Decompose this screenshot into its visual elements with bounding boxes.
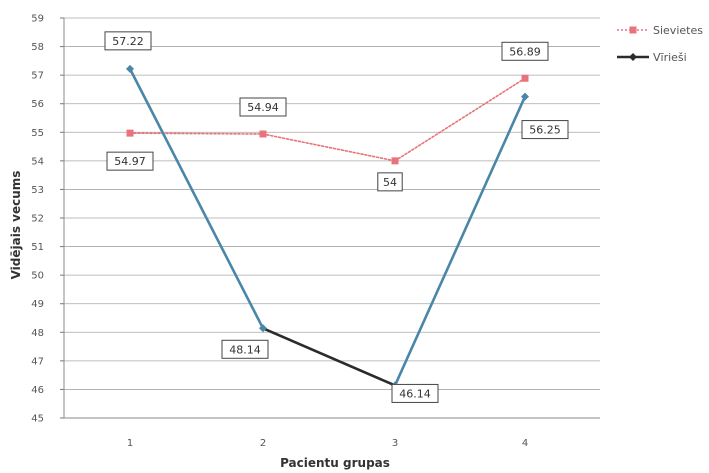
data-point [259, 130, 267, 138]
data-point [521, 74, 529, 82]
data-label-viriesi: 57.22 [104, 31, 152, 51]
data-label: 56.89 [509, 45, 541, 58]
data-labels: 54.97 54.94 54 56.89 57.22 48.14 46.14 56.25 [104, 31, 569, 403]
y-tick-label: 55 [31, 128, 44, 139]
axes: 45 46 47 48 49 50 51 52 53 54 55 56 57 58 59 1 2 3 4 [31, 14, 600, 449]
legend-marker [629, 53, 637, 61]
y-tick-label: 51 [31, 242, 44, 253]
legend-marker [629, 26, 637, 34]
legend-label: Sievietes [653, 24, 703, 37]
data-point [126, 64, 134, 73]
data-label-box [106, 151, 154, 171]
legend-label: Vīrieši [653, 51, 687, 64]
series-lines [126, 64, 529, 390]
data-point [391, 157, 399, 165]
series-line-sievietes [129, 132, 264, 135]
data-label-viriesi: 46.14 [391, 383, 439, 403]
y-tick-label: 47 [31, 356, 44, 367]
data-label-sievietes: 54 [377, 172, 403, 192]
data-label: 54.94 [247, 101, 279, 114]
series-line-sievietes [262, 133, 396, 162]
series-line-sievietes [394, 77, 526, 162]
data-label-box [239, 97, 287, 117]
x-tick-label: 4 [522, 438, 528, 449]
data-label-box [377, 172, 403, 192]
data-point [521, 92, 529, 101]
y-tick-label: 49 [31, 299, 44, 310]
data-label: 57.22 [112, 35, 144, 48]
y-tick-label: 48 [31, 328, 44, 339]
data-label: 54.97 [114, 155, 146, 168]
data-label: 54 [383, 176, 397, 189]
y-tick-label: 56 [31, 99, 44, 110]
data-label: 56.25 [529, 124, 561, 137]
y-tick-label: 52 [31, 214, 44, 225]
y-axis-title: Vidējais vecums [9, 171, 23, 280]
legend-item-sievietes: Sievietes [617, 24, 703, 37]
y-tick-label: 58 [31, 42, 44, 53]
x-tick-label: 3 [392, 438, 398, 449]
data-label-viriesi: 56.25 [521, 120, 569, 140]
data-label: 46.14 [399, 387, 431, 400]
y-tick-label: 57 [31, 71, 44, 82]
data-label-box [221, 339, 269, 359]
y-tick-label: 50 [31, 271, 44, 282]
legend-item-viriesi: Vīrieši [617, 51, 687, 64]
x-tick-label: 1 [127, 438, 133, 449]
series-line-viriesi [261, 326, 397, 387]
data-label-viriesi: 48.14 [221, 339, 269, 359]
data-label-sievietes: 54.94 [239, 97, 287, 117]
data-point [259, 324, 267, 333]
y-tick-label: 54 [31, 156, 44, 167]
data-label: 48.14 [229, 343, 261, 356]
y-tick-label: 46 [31, 385, 44, 396]
data-point [126, 129, 134, 137]
series-line-viriesi [393, 95, 527, 387]
data-label-sievietes: 54.97 [106, 151, 154, 171]
series-line-viriesi [128, 67, 265, 330]
y-tick-label: 53 [31, 185, 44, 196]
x-tick-label: 2 [260, 438, 266, 449]
legend: Sievietes Vīrieši [617, 24, 703, 64]
data-label-box [521, 120, 569, 140]
x-axis-title: Pacientu grupas [280, 456, 390, 470]
data-label-box [501, 41, 549, 61]
y-tick-label: 59 [31, 14, 44, 25]
data-label-sievietes: 56.89 [501, 41, 549, 61]
y-tick-label: 45 [31, 414, 44, 425]
data-label-box [104, 31, 152, 51]
data-label-box [391, 383, 439, 403]
